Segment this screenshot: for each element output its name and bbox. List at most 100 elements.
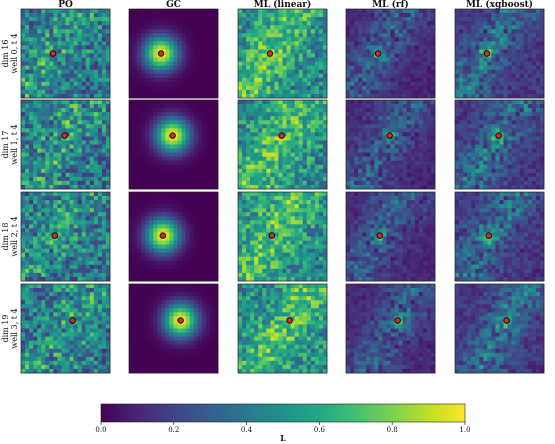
heatmap-cell [535,180,541,186]
heatmap-cell [350,13,355,18]
heatmap-cell [258,100,263,105]
heatmap-cell [274,45,279,50]
heatmap-cell [422,45,428,50]
heatmap-cell [141,65,146,71]
heatmap-cell [65,13,70,18]
heatmap-cell [262,100,267,105]
heatmap-cell [205,49,211,54]
heatmap-cell [258,136,263,141]
heatmap-cell [370,89,375,95]
heatmap-cell [73,116,78,121]
heatmap-cell [507,73,512,79]
heatmap-cell [69,112,74,117]
heatmap-cell [161,180,166,186]
heatmap-cell [354,148,359,153]
heatmap-cell [270,45,275,50]
heatmap-cell [33,53,38,58]
heatmap-cell [278,104,283,109]
heatmap-cell [93,69,99,75]
heatmap-cell [426,57,432,62]
heatmap-cell [282,136,287,141]
heatmap-cell [511,108,517,113]
heatmap-cell [266,136,271,141]
heatmap-cell [366,180,371,186]
heatmap-cell [189,65,195,71]
heatmap-cell [507,104,512,109]
heatmap-cell [266,21,271,26]
heatmap-cell [318,136,324,141]
heatmap-cell [242,144,247,149]
heatmap-cell [157,184,162,190]
heatmap-cell [105,29,111,34]
heatmap-cell [93,61,99,66]
heatmap-cell [250,33,255,38]
heatmap-cell [302,65,308,71]
heatmap-cell [29,168,34,174]
heatmap-cell [254,37,259,42]
heatmap-cell [358,41,363,46]
heatmap-cell [430,9,436,14]
heatmap-cell [209,136,215,141]
heatmap-cell [65,104,70,109]
heatmap-cell [467,108,472,113]
heatmap-cell [491,148,496,153]
heatmap-cell [278,180,283,186]
heatmap-cell [414,73,420,79]
heatmap-cell [242,21,247,26]
heatmap-cell [258,49,263,54]
heatmap-cell [41,180,46,186]
heatmap-cell [161,100,166,105]
heatmap-cell [61,37,66,42]
heatmap-cell [290,140,295,145]
heatmap-cell [422,120,428,125]
heatmap-cell [61,21,66,26]
heatmap-cell [53,89,58,95]
heatmap-cell [378,168,383,174]
heatmap-cell [53,184,58,190]
heatmap-cell [213,21,219,26]
heatmap-cell [274,112,279,117]
row-label: dim 18 well 2, t 4 [1,216,19,256]
heatmap-cell [386,17,391,22]
heatmap-cell [310,124,316,129]
heatmap-cell [246,13,251,18]
heatmap-cell [523,112,529,117]
heatmap-cell [246,108,251,113]
heatmap-cell [302,57,308,62]
heatmap-cell [511,164,517,170]
heatmap-cell [85,93,91,99]
heatmap-cell [41,13,46,18]
heatmap-cell [189,61,195,66]
heatmap-cell [302,136,308,141]
heatmap-cell [77,140,83,145]
heatmap-cell [101,21,107,26]
heatmap-cell [189,168,195,174]
heatmap-cell [129,25,134,30]
heatmap-cell [318,45,324,50]
heatmap-cell [133,140,138,145]
heatmap-cell [346,160,351,166]
heatmap-cell [471,108,476,113]
heatmap-cell [77,104,83,109]
heatmap-cell [49,45,54,50]
heatmap-cell [85,208,91,213]
heatmap-cell [394,136,399,141]
heatmap-cell [418,144,424,149]
heatmap-cell [238,108,243,113]
heatmap-cell [201,148,207,153]
heatmap-cell [161,89,166,95]
heatmap-cell [85,144,91,149]
heatmap-cell [133,156,138,162]
heatmap-cell [294,144,300,149]
heatmap-cell [354,104,359,109]
heatmap-cell [173,81,178,87]
heatmap-cell [394,61,399,66]
heatmap-cell [422,89,428,95]
heatmap-cell [422,176,428,182]
heatmap-cell [362,85,367,91]
heatmap-cell [21,128,26,133]
heatmap-cell [358,104,363,109]
heatmap-cell [89,176,95,182]
heatmap-cell [197,144,203,149]
heatmap-cell [362,104,367,109]
